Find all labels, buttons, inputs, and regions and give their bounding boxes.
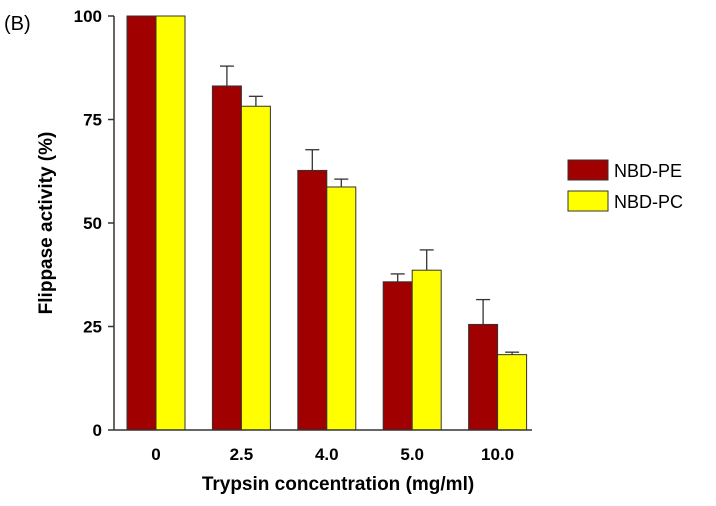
y-tick-label: 100 [74,7,102,26]
bar-nbd-pc [326,186,357,431]
legend-swatch [567,159,609,181]
legend-swatch [567,190,609,212]
bar-nbd-pe [126,15,157,431]
bar-nbd-pc [411,269,442,431]
x-tick-label: 4.0 [315,445,339,464]
y-tick-label: 50 [83,214,102,233]
x-tick-label: 2.5 [230,445,254,464]
bar-nbd-pc [497,354,528,431]
bar-nbd-pe [297,169,328,431]
y-tick-label: 75 [83,111,102,130]
y-tick-label: 0 [93,421,102,440]
bar-nbd-pe [382,281,413,431]
x-tick-label: 5.0 [400,445,424,464]
x-tick-label: 0 [151,445,160,464]
y-axis-label: Flippase activity (%) [36,132,57,315]
legend-label: NBD-PE [614,161,682,181]
bar-nbd-pe [211,85,242,431]
bar-nbd-pc [240,105,271,431]
x-axis-label: Trypsin concentration (mg/ml) [202,474,474,495]
bar-nbd-pe [468,323,499,431]
y-tick-label: 25 [83,318,102,337]
panel-label: (B) [4,13,31,35]
legend-label: NBD-PC [614,192,683,212]
x-tick-label: 10.0 [481,445,514,464]
bar-nbd-pc [155,15,186,431]
